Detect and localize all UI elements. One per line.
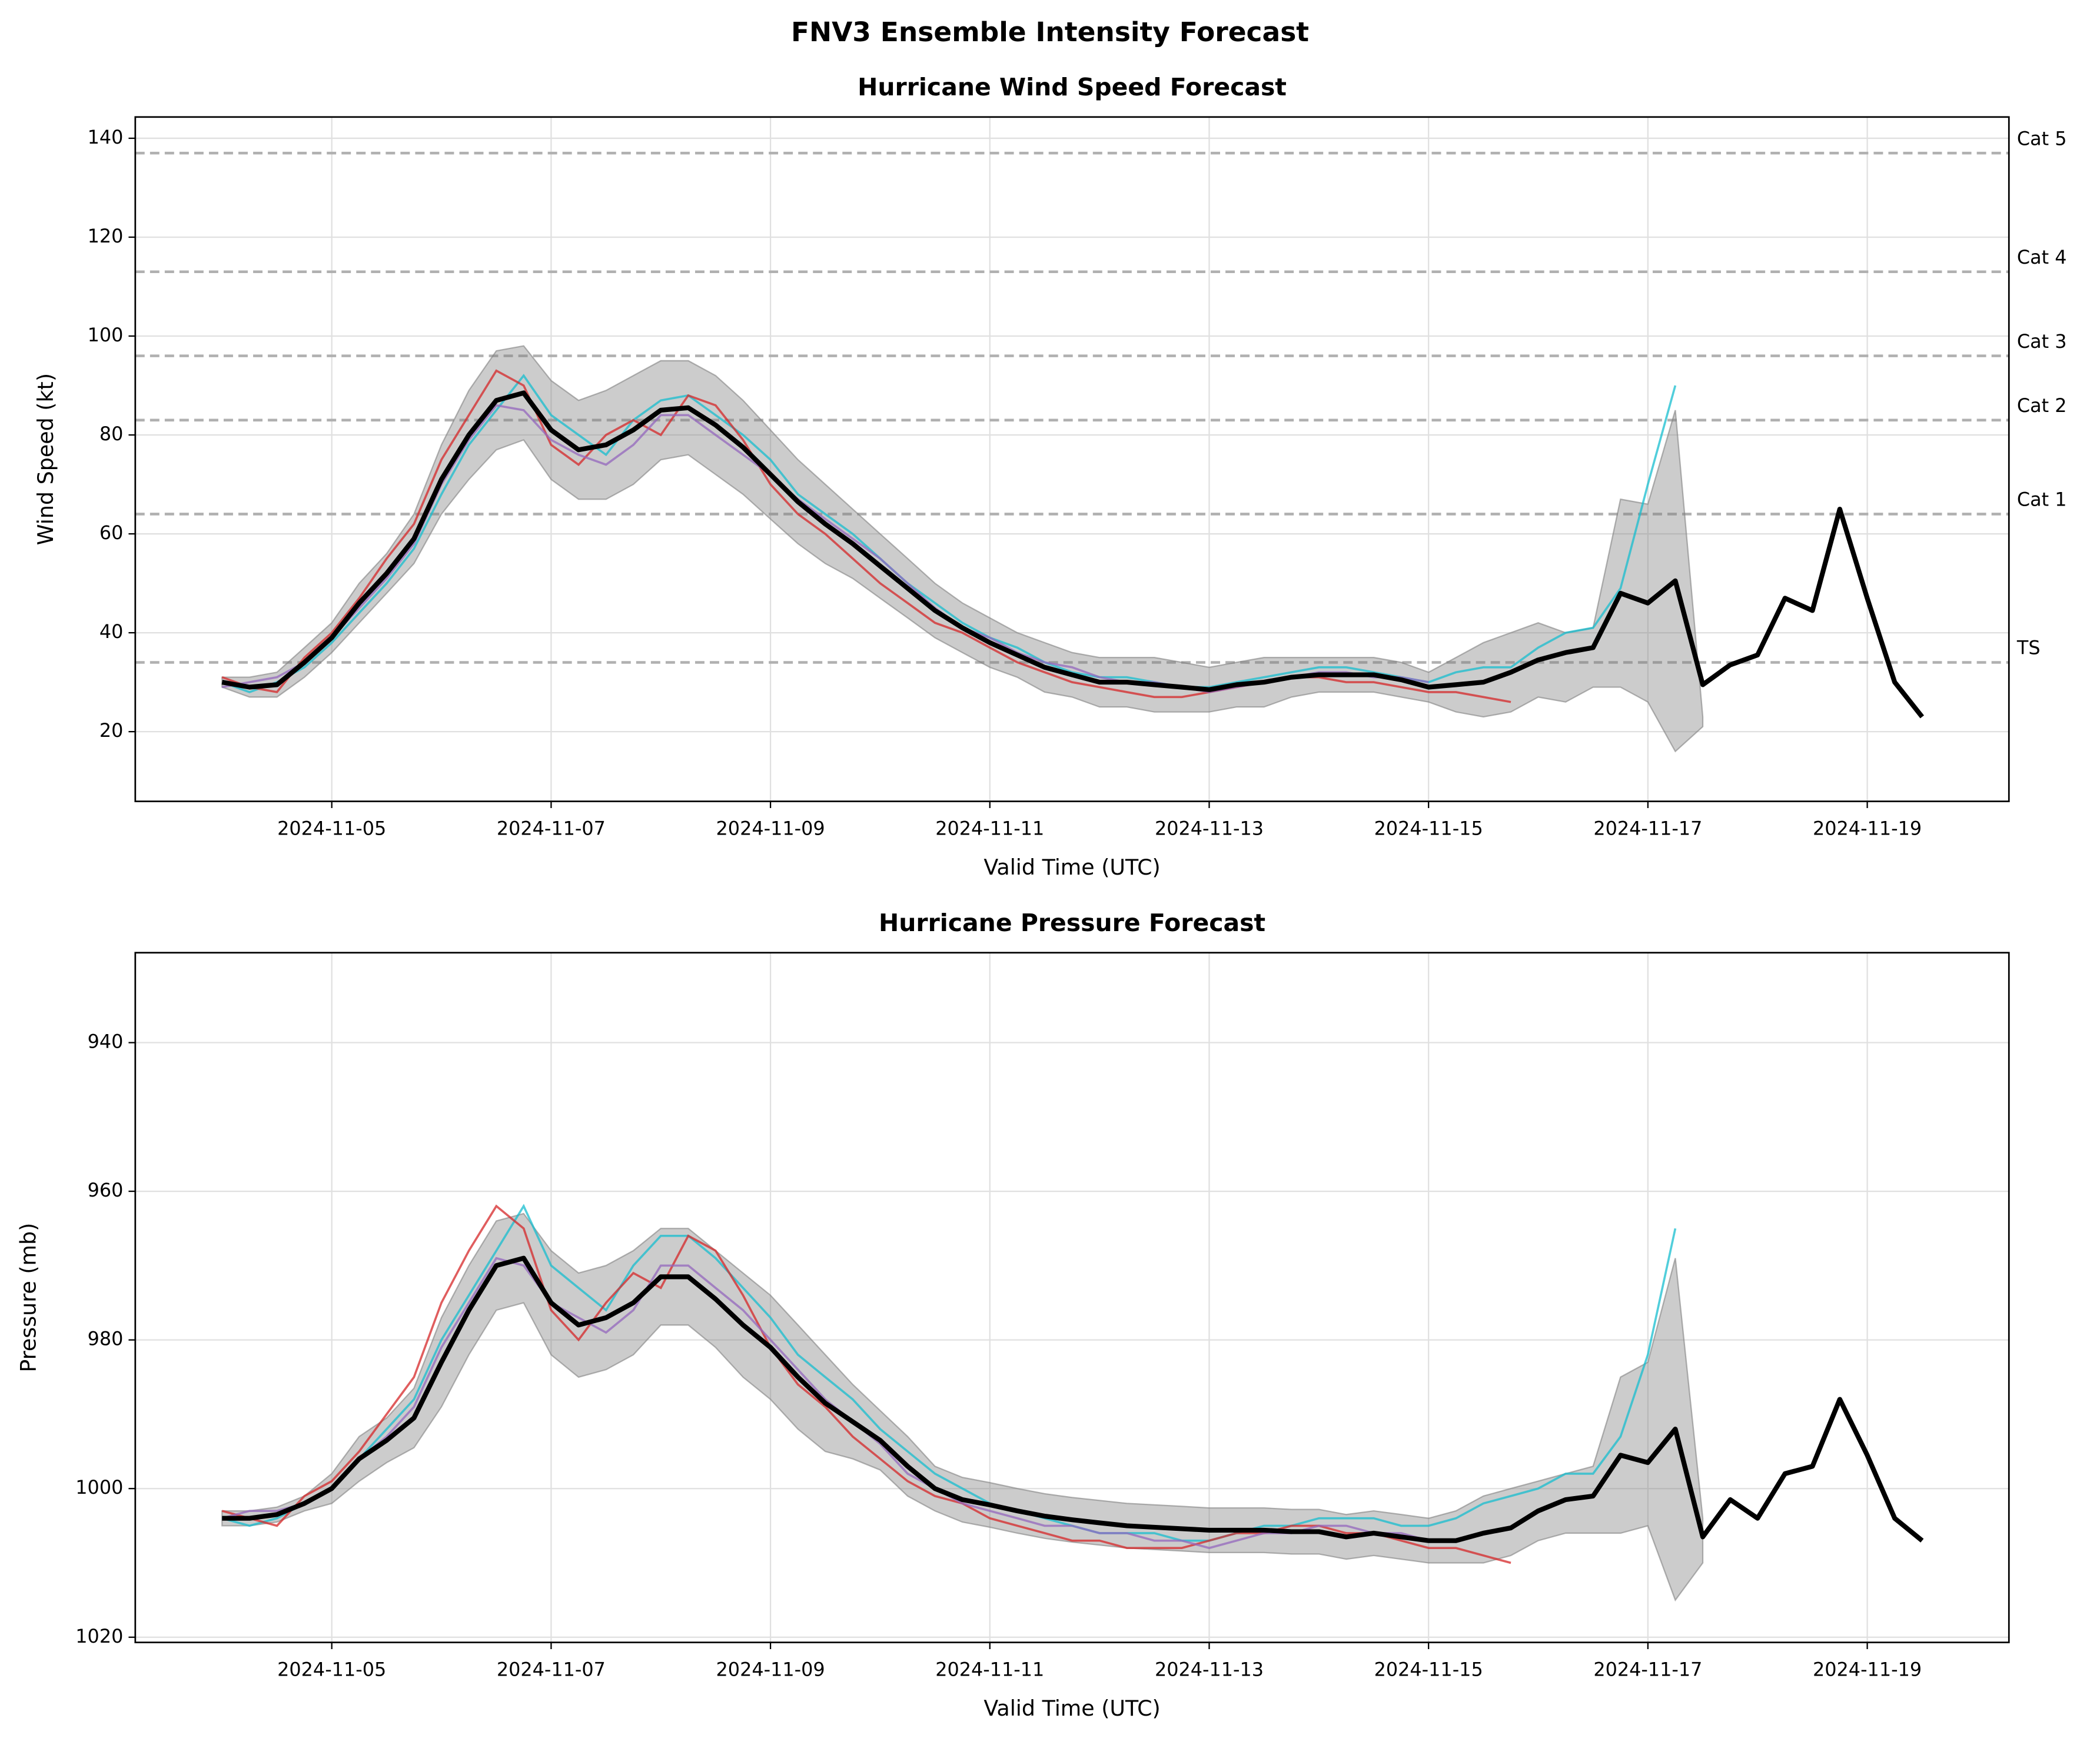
threshold-label: Cat 2 [2017,394,2067,417]
threshold-label: Cat 3 [2017,330,2067,353]
panel-title: Hurricane Wind Speed Forecast [858,73,1287,101]
x-tick-label: 2024-11-09 [716,1658,825,1680]
panel: 2024-11-05 2024-11-07 2024-11-09 2024-11-11… [33,73,2066,880]
x-tick-label: 2024-11-15 [1374,817,1483,839]
y-tick-label: 140 [88,126,124,148]
x-tick-label: 2024-11-11 [935,1658,1044,1680]
x-tick-label: 2024-11-13 [1155,817,1264,839]
x-tick-label: 2024-11-05 [277,1658,386,1680]
mean-line [222,1255,1924,1543]
spread-band [221,345,1704,753]
y-tick-label: 80 [99,423,124,445]
mean-line [221,390,1925,719]
x-tick-label: 2024-11-17 [1593,1658,1702,1680]
spread-band [221,1212,1704,1602]
threshold-label: TS [2016,637,2041,659]
threshold-label: Cat 1 [2017,488,2067,511]
y-tick-label: 1020 [75,1625,123,1647]
x-tick-label: 2024-11-07 [497,1658,606,1680]
x-tick-label: 2024-11-19 [1813,817,1922,839]
figure-title: FNV3 Ensemble Intensity Forecast [791,16,1309,48]
x-tick-label: 2024-11-11 [935,817,1044,839]
axes-frame [134,116,2010,802]
threshold-label: Cat 5 [2017,127,2067,149]
plot-area [135,151,2009,753]
y-tick-label: 20 [99,719,124,742]
x-axis-label: Valid Time (UTC) [983,855,1160,880]
x-tick-label: 2024-11-17 [1593,817,1702,839]
y-tick-label: 960 [88,1179,124,1201]
y-tick-label: 40 [99,620,124,643]
y-tick-label: 1000 [75,1476,123,1498]
y-tick-label: 100 [88,324,124,346]
y-tick-label: 980 [88,1328,124,1350]
x-tick-label: 2024-11-13 [1155,1658,1264,1680]
y-tick-label: 60 [99,521,124,544]
panel-title: Hurricane Pressure Forecast [879,909,1265,937]
x-tick-label: 2024-11-07 [497,817,606,839]
y-axis-label: Wind Speed (kt) [33,373,58,545]
plot-area [221,1204,1924,1602]
x-axis-label: Valid Time (UTC) [983,1696,1160,1721]
member-line [221,374,1677,693]
axes-frame [134,952,2010,1643]
member-line [221,1204,1511,1564]
x-tick-label: 2024-11-19 [1813,1658,1922,1680]
panel: 2024-11-05 2024-11-07 2024-11-09 2024-11-11… [16,909,2010,1721]
x-tick-label: 2024-11-05 [277,817,386,839]
y-axis-label: Pressure (mb) [16,1223,41,1373]
x-tick-label: 2024-11-09 [716,817,825,839]
threshold-label: Cat 4 [2017,246,2067,268]
x-tick-label: 2024-11-15 [1374,1658,1483,1680]
member-line [221,1257,1429,1550]
y-tick-label: 940 [88,1031,124,1053]
member-line [221,1204,1677,1542]
y-tick-label: 120 [88,225,124,247]
